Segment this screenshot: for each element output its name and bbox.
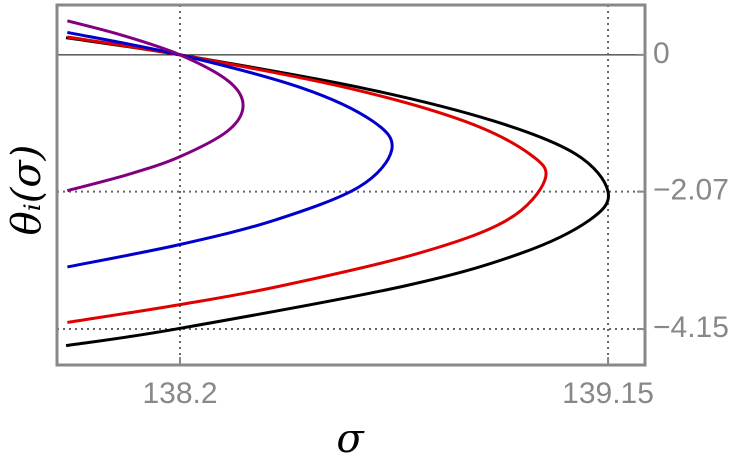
x-tick-label: 138.2 [142, 377, 217, 410]
x-axis-label: σ [336, 416, 365, 462]
curve [67, 35, 548, 324]
x-tick-label: 139.15 [562, 377, 654, 410]
y-tick-label: −2.07 [653, 174, 729, 207]
curve [66, 19, 245, 193]
y-tick-label: −4.15 [653, 311, 729, 344]
plot-frame [55, 3, 647, 367]
y-axis-label: θᵢ(σ) [4, 145, 50, 236]
curve [67, 30, 394, 269]
y-tick-label: 0 [653, 37, 670, 70]
